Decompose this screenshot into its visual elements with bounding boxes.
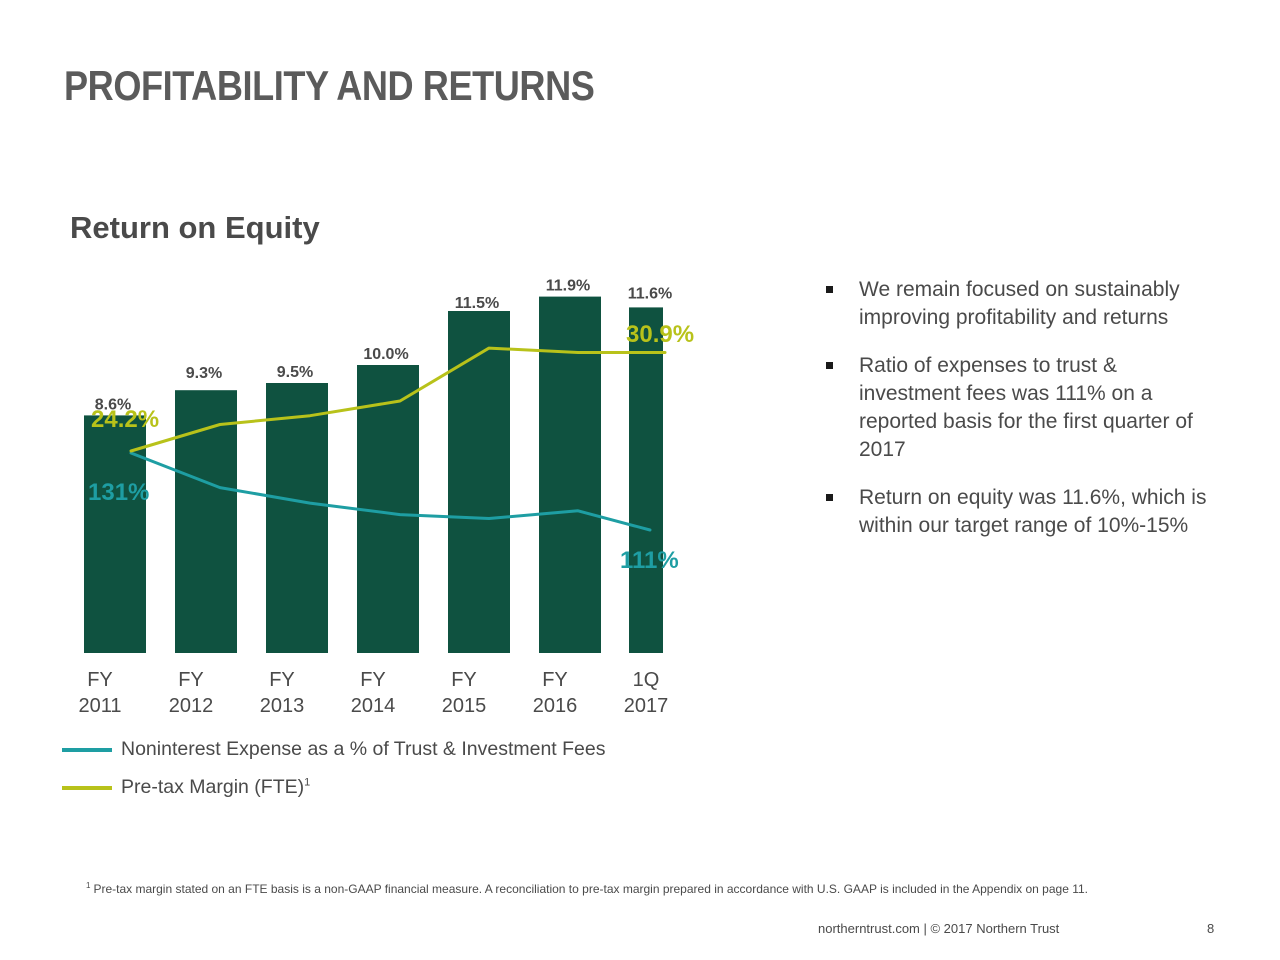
expense-ratio-end-label: 111%	[620, 547, 679, 574]
roe-bar	[629, 307, 663, 653]
pretax-margin-end-label: 30.9%	[626, 321, 694, 348]
bullet-icon	[826, 286, 833, 293]
chart-title: Return on Equity	[70, 210, 320, 245]
roe-bar	[448, 311, 510, 653]
roe-value-label: 9.3%	[186, 365, 222, 382]
legend-footnote-marker: 1	[304, 776, 311, 789]
x-tick-label-line1: FY	[451, 669, 477, 691]
legend-label: Pre-tax Margin (FTE)1	[121, 776, 311, 798]
x-tick-label-line2: 2012	[169, 695, 214, 717]
legend-label: Noninterest Expense as a % of Trust & In…	[121, 738, 606, 760]
roe-value-label: 11.5%	[455, 295, 499, 312]
bullet-text: Return on equity was 11.6%, which is wit…	[859, 486, 1207, 537]
pretax-margin-line	[129, 346, 667, 453]
x-tick-label-line2: 2014	[351, 695, 396, 717]
footnote-marker: 1	[86, 881, 91, 890]
pretax-margin-start-label: 24.2%	[91, 406, 159, 433]
roe-bar	[266, 383, 328, 653]
x-tick-label-line1: FY	[178, 669, 204, 691]
bullet-text: We remain focused on sustainably improvi…	[859, 278, 1180, 329]
bullet-item: Ratio of expenses to trust & investment …	[822, 352, 1222, 464]
expense-ratio-start-label: 131%	[88, 479, 149, 506]
legend-swatch	[62, 748, 112, 752]
expense-ratio-line	[129, 451, 652, 532]
page-title: PROFITABILITY AND RETURNS	[64, 62, 595, 109]
roe-value-label: 10.0%	[363, 346, 408, 363]
roe-bar	[539, 296, 601, 653]
bullet-list: We remain focused on sustainably improvi…	[822, 276, 1222, 560]
footer-copyright: northerntrust.com | © 2017 Northern Trus…	[818, 921, 1060, 936]
bullet-item: Return on equity was 11.6%, which is wit…	[822, 484, 1222, 540]
footnote-text: Pre-tax margin stated on an FTE basis is…	[93, 882, 1088, 896]
bullet-text: Ratio of expenses to trust & investment …	[859, 354, 1193, 461]
x-tick-label-line2: 2016	[533, 695, 578, 717]
roe-bar	[84, 415, 146, 653]
bullet-item: We remain focused on sustainably improvi…	[822, 276, 1222, 332]
x-tick-label-line1: 1Q	[633, 669, 660, 691]
footnote: 1 Pre-tax margin stated on an FTE basis i…	[86, 878, 1186, 897]
roe-value-label: 9.5%	[277, 364, 313, 381]
page-number: 8	[1207, 921, 1215, 936]
x-tick-label-line1: FY	[360, 669, 386, 691]
x-tick-label-line2: 2013	[260, 695, 305, 717]
bullet-icon	[826, 494, 833, 501]
x-tick-label-line2: 2015	[442, 695, 487, 717]
legend-swatch	[62, 786, 112, 790]
roe-value-label: 11.9%	[546, 278, 590, 295]
x-tick-label-line1: FY	[87, 669, 113, 691]
x-tick-label-line2: 2011	[78, 695, 121, 717]
x-tick-label-line1: FY	[542, 669, 568, 691]
roe-value-label: 8.6%	[95, 396, 131, 413]
x-tick-label-line1: FY	[269, 669, 295, 691]
roe-value-label: 11.6%	[628, 285, 672, 302]
bullet-icon	[826, 362, 833, 369]
x-tick-label-line2: 2017	[624, 695, 669, 717]
